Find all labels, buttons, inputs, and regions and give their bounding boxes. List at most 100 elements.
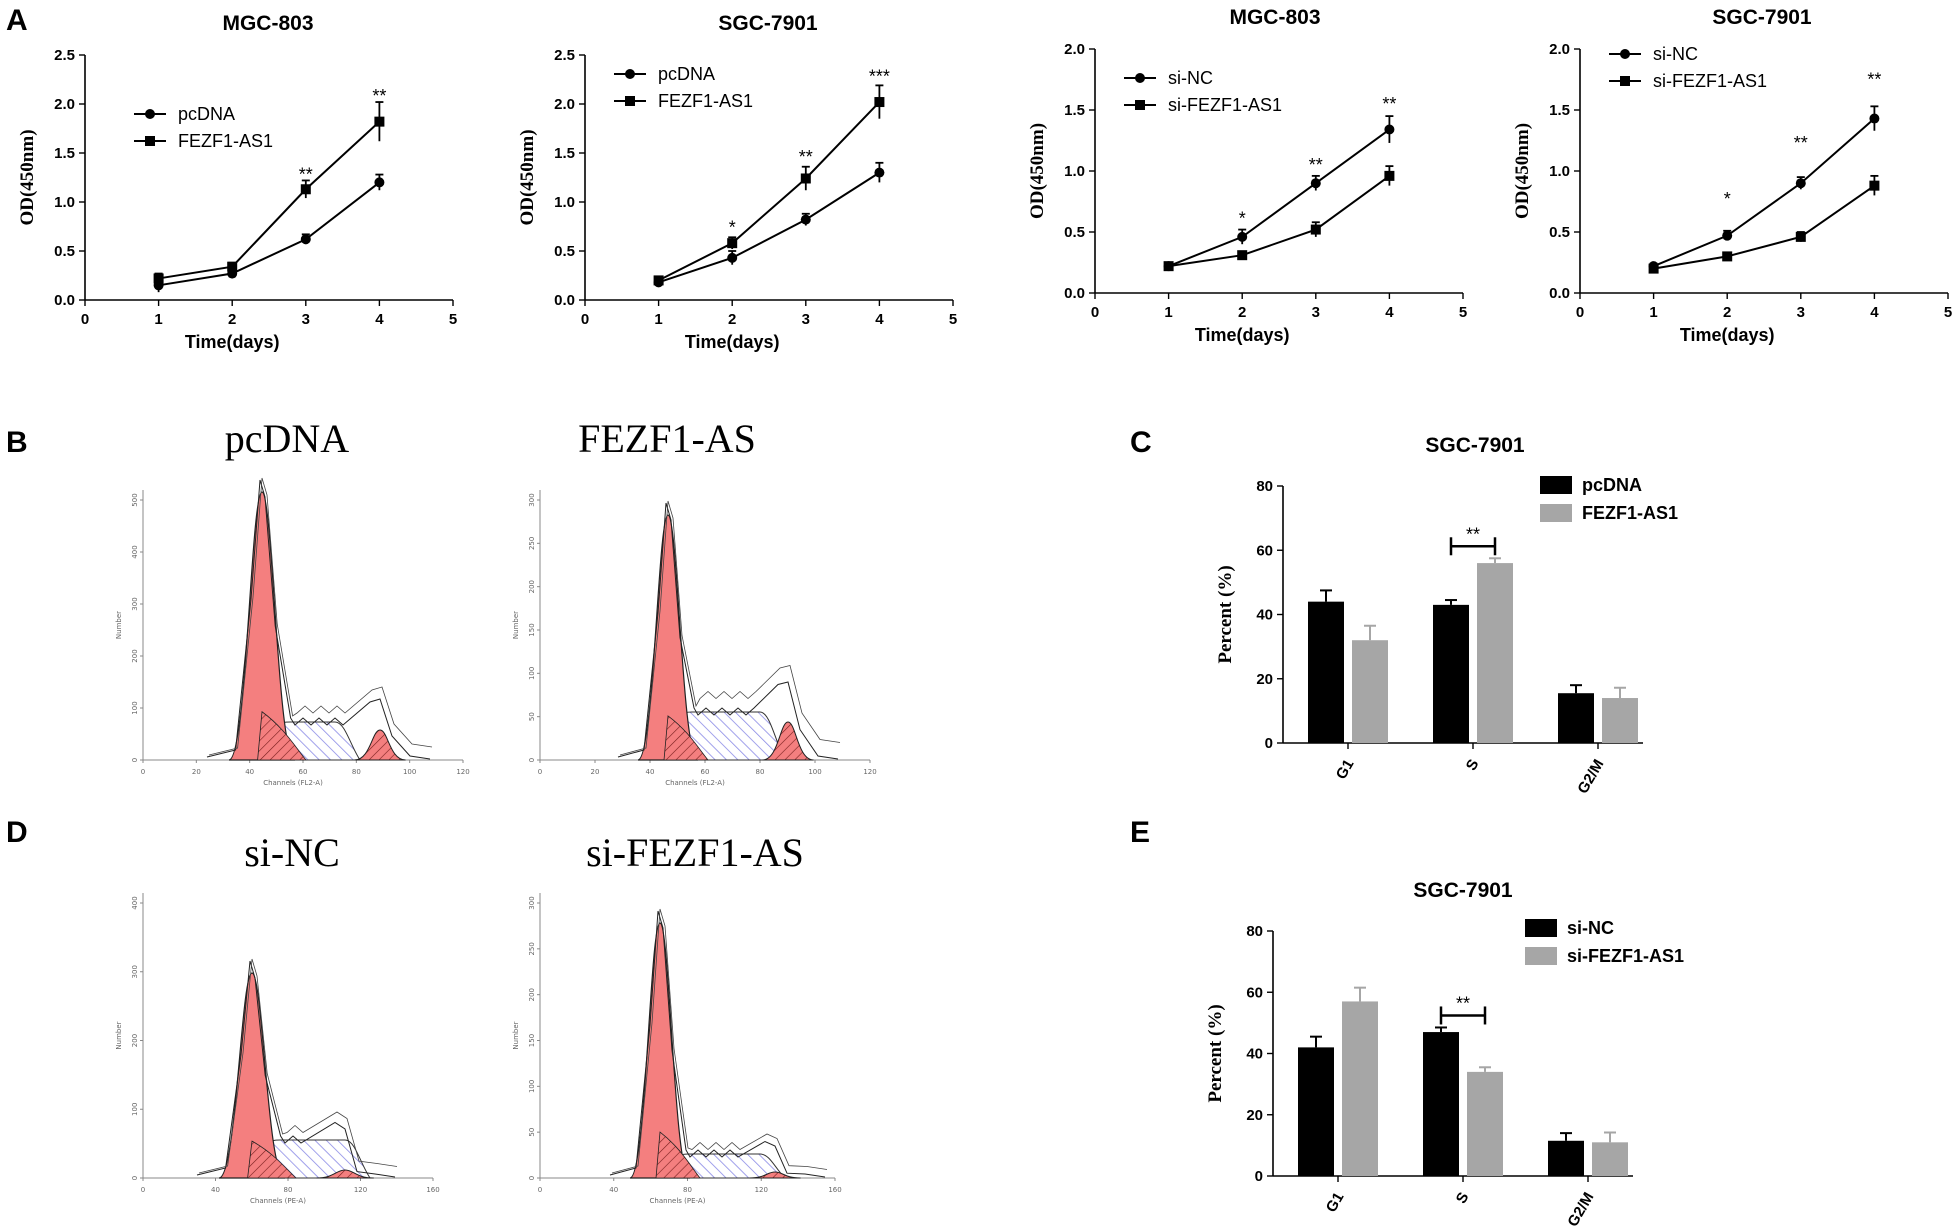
x-tick-label: 20	[192, 768, 201, 776]
y-tick-label: 50	[528, 712, 536, 721]
cell-cycle-bar-chart-overexpression: SGC-7901 0 20 40 60 80 Percent (%) G1 S G2/M ** pcD…	[1215, 434, 1678, 797]
g1-peak	[228, 491, 296, 761]
bar-fezf1-as1	[1352, 640, 1388, 743]
y-axis-label: OD(450nm)	[1027, 123, 1048, 219]
x-tick-label: 4	[1870, 304, 1879, 321]
series-line-si-nc	[1168, 128, 1390, 268]
x-tick-label: 160	[828, 1186, 841, 1194]
x-tick-label: 5	[1944, 304, 1952, 321]
data-point	[800, 173, 811, 184]
x-tick-label: 1	[654, 311, 662, 328]
g2-peak	[749, 1171, 801, 1179]
y-tick-label: 0.5	[554, 243, 575, 260]
histogram-outline	[617, 502, 839, 760]
growth-chart-sgc7901-knockdown: SGC-7901 0 1 2 3 4 5 0.0 0.5 1.0 1.5 2.0 Time(days) O…	[1512, 6, 1952, 345]
legend-label: pcDNA	[1582, 475, 1642, 495]
panel-letter-b: B	[6, 426, 28, 459]
y-tick-label: 100	[131, 1103, 139, 1116]
y-tick-label: 100	[131, 701, 139, 714]
legend-label: si-NC	[1168, 68, 1213, 88]
x-tick-label: 3	[1797, 304, 1805, 321]
x-tick-label: 80	[683, 1186, 692, 1194]
x-tick-label: 4	[1385, 304, 1394, 321]
legend-label: pcDNA	[178, 104, 235, 124]
histogram-outline	[196, 960, 396, 1178]
data-point	[874, 167, 885, 178]
x-tick-label: 40	[609, 1186, 618, 1194]
data-point	[1384, 170, 1395, 181]
x-axis-label: Time(days)	[185, 332, 280, 352]
y-axis-label: Percent (%)	[1205, 1004, 1226, 1102]
chart-title: MGC-803	[222, 12, 313, 35]
histogram-title: FEZF1-AS	[578, 416, 756, 461]
significance-marker: **	[1794, 133, 1808, 153]
y-tick-label: 2.5	[54, 47, 75, 64]
y-tick-label: 400	[131, 545, 139, 558]
x-tick-label: 20	[591, 768, 600, 776]
chart-title: SGC-7901	[1413, 879, 1513, 902]
bar-fezf1-as1	[1602, 698, 1638, 743]
significance-marker: *	[1724, 189, 1731, 209]
y-tick-label: 0	[1265, 735, 1273, 752]
growth-chart-sgc7901-overexpression: SGC-7901 0 1 2 3 4 5 0.0 0.5 1.0 1.5 2.0 2.5 Time(day…	[517, 12, 957, 352]
x-tick-label: 60	[701, 768, 710, 776]
bar-si-fezf1-as1	[1592, 1142, 1628, 1176]
chart-title: MGC-803	[1229, 6, 1320, 29]
x-axis-label: Time(days)	[1195, 325, 1290, 345]
significance-marker: **	[299, 164, 313, 184]
x-tick-label: 4	[875, 311, 884, 328]
x-tick-label: S	[1463, 757, 1483, 774]
legend-label: pcDNA	[658, 64, 715, 84]
cell-cycle-bar-chart-knockdown: SGC-7901 0 20 40 60 80 Percent (%) G1 S G2/M ** si-…	[1205, 879, 1684, 1230]
legend-label: si-NC	[1653, 44, 1698, 64]
y-tick-label: 2.0	[1064, 41, 1085, 58]
data-point	[300, 184, 311, 195]
chart-title: SGC-7901	[1425, 434, 1525, 457]
y-tick-label: 2.0	[1549, 41, 1570, 58]
y-tick-label: 200	[528, 580, 536, 593]
y-tick-label: 2.5	[554, 47, 575, 64]
significance-marker: **	[1456, 993, 1470, 1013]
y-tick-label: 0.0	[554, 292, 575, 309]
y-tick-label: 200	[131, 649, 139, 662]
x-axis-label: Time(days)	[1680, 325, 1775, 345]
y-tick-label: 20	[1256, 671, 1273, 688]
data-point	[374, 116, 385, 127]
panel-letter-a: A	[6, 4, 28, 37]
legend-swatch	[1525, 919, 1557, 937]
legend-label: FEZF1-AS1	[178, 131, 273, 151]
y-tick-label: 250	[528, 942, 536, 955]
significance-marker: **	[372, 86, 386, 106]
legend-label: si-NC	[1567, 918, 1614, 938]
significance-marker: *	[1239, 209, 1246, 229]
y-tick-label: 300	[131, 965, 139, 978]
x-tick-label: 3	[1312, 304, 1320, 321]
x-tick-label: 120	[456, 768, 469, 776]
x-axis-label: Time(days)	[685, 332, 780, 352]
x-tick-label: G2/M	[1574, 757, 1607, 797]
y-tick-label: 60	[1246, 984, 1263, 1001]
data-point	[653, 275, 664, 286]
y-axis-label: OD(450nm)	[1512, 123, 1533, 219]
data-point	[1237, 231, 1248, 242]
significance-marker: **	[1466, 524, 1480, 544]
g1-peak	[637, 514, 699, 761]
flow-histogram-fezf1-as: FEZF1-AS 0 20 40 60 80 100 120 0 50 100 150 200 250 30…	[512, 416, 877, 787]
flow-histogram-si-fezf1-as: si-FEZF1-AS 0 40 80 120 160 0 50 100 150 200 250 300…	[512, 830, 842, 1205]
legend-marker	[625, 69, 635, 79]
data-point	[1310, 178, 1321, 189]
x-tick-label: 0	[141, 1186, 145, 1194]
x-tick-label: 100	[403, 768, 416, 776]
x-tick-label: 4	[375, 311, 384, 328]
chart-title: SGC-7901	[1712, 6, 1812, 29]
histogram-outline-fit	[619, 500, 841, 756]
data-point	[727, 238, 738, 249]
x-tick-label: 120	[755, 1186, 768, 1194]
x-tick-label: 80	[756, 768, 765, 776]
y-tick-label: 100	[528, 667, 536, 680]
x-tick-label: 0	[1091, 304, 1099, 321]
x-tick-label: G2/M	[1564, 1190, 1597, 1230]
data-point	[374, 177, 385, 188]
growth-chart-mgc803-overexpression: MGC-803 0 1 2 3 4 5 0.0 0.5 1.0 1.5 2.0 2.5 Time(days…	[17, 12, 457, 352]
